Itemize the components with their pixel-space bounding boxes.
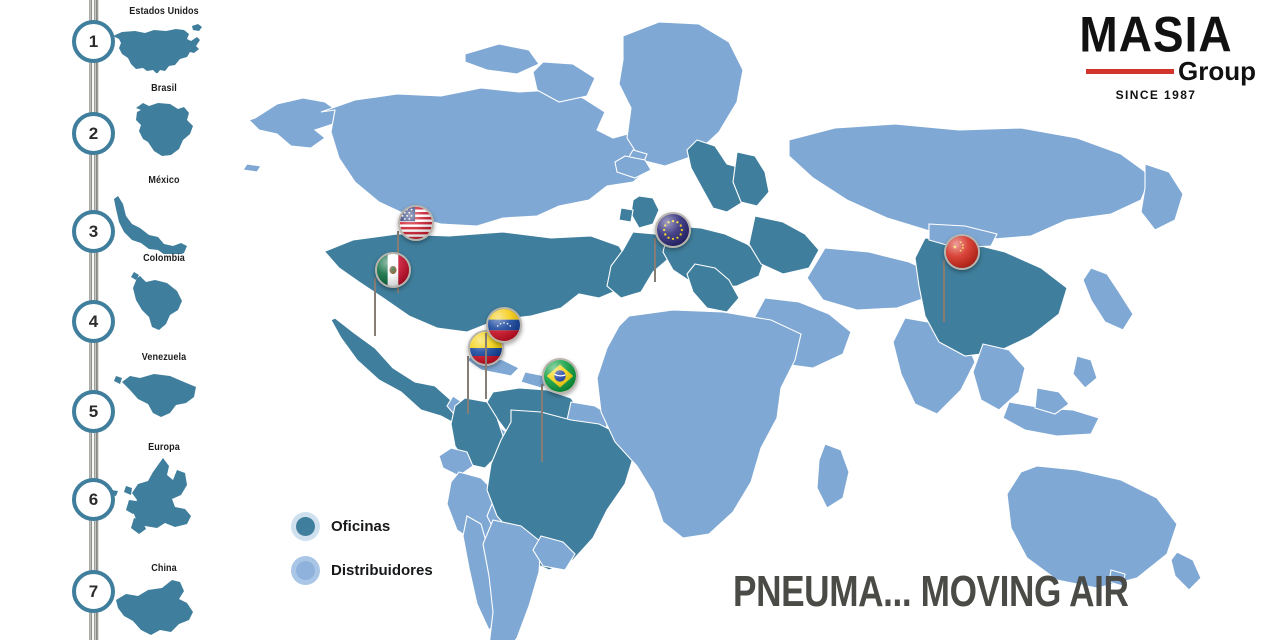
logo-red-bar	[1086, 68, 1174, 74]
pin-stick	[374, 278, 376, 336]
region-kamchatka	[1140, 163, 1184, 231]
region-borneo	[1034, 387, 1070, 415]
timeline-number-4: 4	[72, 300, 115, 343]
logo-wordmark: MASIA	[1079, 5, 1233, 63]
region-aleutians	[242, 163, 262, 173]
flag-mx-icon	[375, 252, 411, 288]
region-central-asia	[806, 247, 940, 311]
logo-group-text: Group	[1178, 56, 1256, 86]
pin-gloss	[400, 207, 432, 239]
timeline-label-china: China	[151, 562, 177, 574]
region-madagascar	[816, 443, 850, 509]
timeline-label-europa: Europa	[148, 441, 180, 453]
region-greenland	[618, 21, 744, 167]
flag-cn-icon	[944, 234, 980, 270]
tagline: PNEUMA... MOVING AIR	[733, 567, 1129, 616]
timeline-number-2: 2	[72, 112, 115, 155]
timeline-label-estados-unidos: Estados Unidos	[129, 5, 199, 17]
region-russia	[788, 123, 1152, 241]
country-shape-china	[112, 576, 207, 638]
pin-gloss	[544, 360, 576, 392]
pin-stick	[485, 333, 487, 399]
timeline-number-6: 6	[72, 478, 115, 521]
region-tasmania	[1108, 569, 1126, 587]
region-scandinavia	[686, 139, 752, 213]
region-italy-balkans	[686, 263, 740, 313]
legend-row-oficinas[interactable]: Oficinas	[291, 508, 433, 544]
region-iceland	[614, 155, 652, 179]
country-shape-brazil	[118, 98, 203, 163]
pin-stick	[654, 238, 656, 282]
flag-eu-icon	[655, 212, 691, 248]
pin-gloss	[377, 254, 409, 286]
country-shape-europe	[103, 456, 215, 538]
region-new-zealand	[1170, 551, 1202, 591]
timeline-label-brasil: Brasil	[151, 82, 177, 94]
world-map	[225, 0, 1280, 640]
pin-stick	[943, 260, 945, 322]
region-finland-baltics	[732, 151, 770, 207]
region-africa	[596, 309, 802, 539]
timeline-number-5: 5	[72, 390, 115, 433]
legend-label-distribuidores: Distribuidores	[331, 561, 433, 579]
logo-since-text: SINCE 1987	[1115, 88, 1197, 102]
region-argentina	[482, 519, 542, 640]
region-philippines	[1072, 355, 1098, 389]
timeline-label-mexico: México	[148, 174, 180, 186]
timeline-number-7: 7	[72, 570, 115, 613]
timeline-label-venezuela: Venezuela	[141, 351, 187, 363]
region-sea-indochina	[972, 343, 1026, 411]
region-ukraine-east	[748, 215, 820, 275]
logo-group-line: Group	[1056, 58, 1256, 84]
region-baffin	[532, 61, 596, 103]
pin-gloss	[657, 214, 689, 246]
timeline-label-colombia: Colombia	[143, 252, 185, 264]
pin-stick	[541, 384, 543, 462]
pin-gloss	[946, 236, 978, 268]
region-canada	[320, 87, 652, 227]
region-paraguay-uruguay	[532, 535, 576, 571]
region-colombia	[450, 397, 504, 469]
flag-br-icon	[542, 358, 578, 394]
region-alaska	[247, 97, 340, 149]
flag-ve-icon	[486, 307, 522, 343]
region-ireland	[618, 207, 634, 223]
map-legend: Oficinas Distribuidores	[291, 508, 433, 596]
timeline-number-3: 3	[72, 210, 115, 253]
legend-label-oficinas: Oficinas	[331, 517, 391, 535]
pin-stick	[467, 356, 469, 414]
legend-dot-oficinas	[291, 511, 320, 541]
legend-row-distribuidores[interactable]: Distribuidores	[291, 552, 433, 588]
flag-us-icon	[398, 205, 434, 241]
region-uk-ireland	[630, 195, 660, 229]
timeline-number-1: 1	[72, 20, 115, 63]
country-timeline-sidebar: Estados Unidos 1 Brasil 2 México 3 Colom…	[0, 0, 225, 640]
country-shape-venezuela	[112, 368, 207, 430]
country-shape-mexico	[112, 192, 202, 254]
region-china	[914, 237, 1068, 357]
region-united-states	[322, 231, 630, 333]
pin-gloss	[488, 309, 520, 341]
region-arctic-isles	[464, 43, 540, 75]
country-shape-colombia	[118, 270, 193, 340]
legend-dot-distribuidores	[291, 555, 320, 585]
region-korea-japan	[1082, 267, 1134, 331]
country-shape-united-states	[110, 18, 210, 73]
masia-group-logo[interactable]: MASIA Group SINCE 1987	[1056, 5, 1256, 102]
